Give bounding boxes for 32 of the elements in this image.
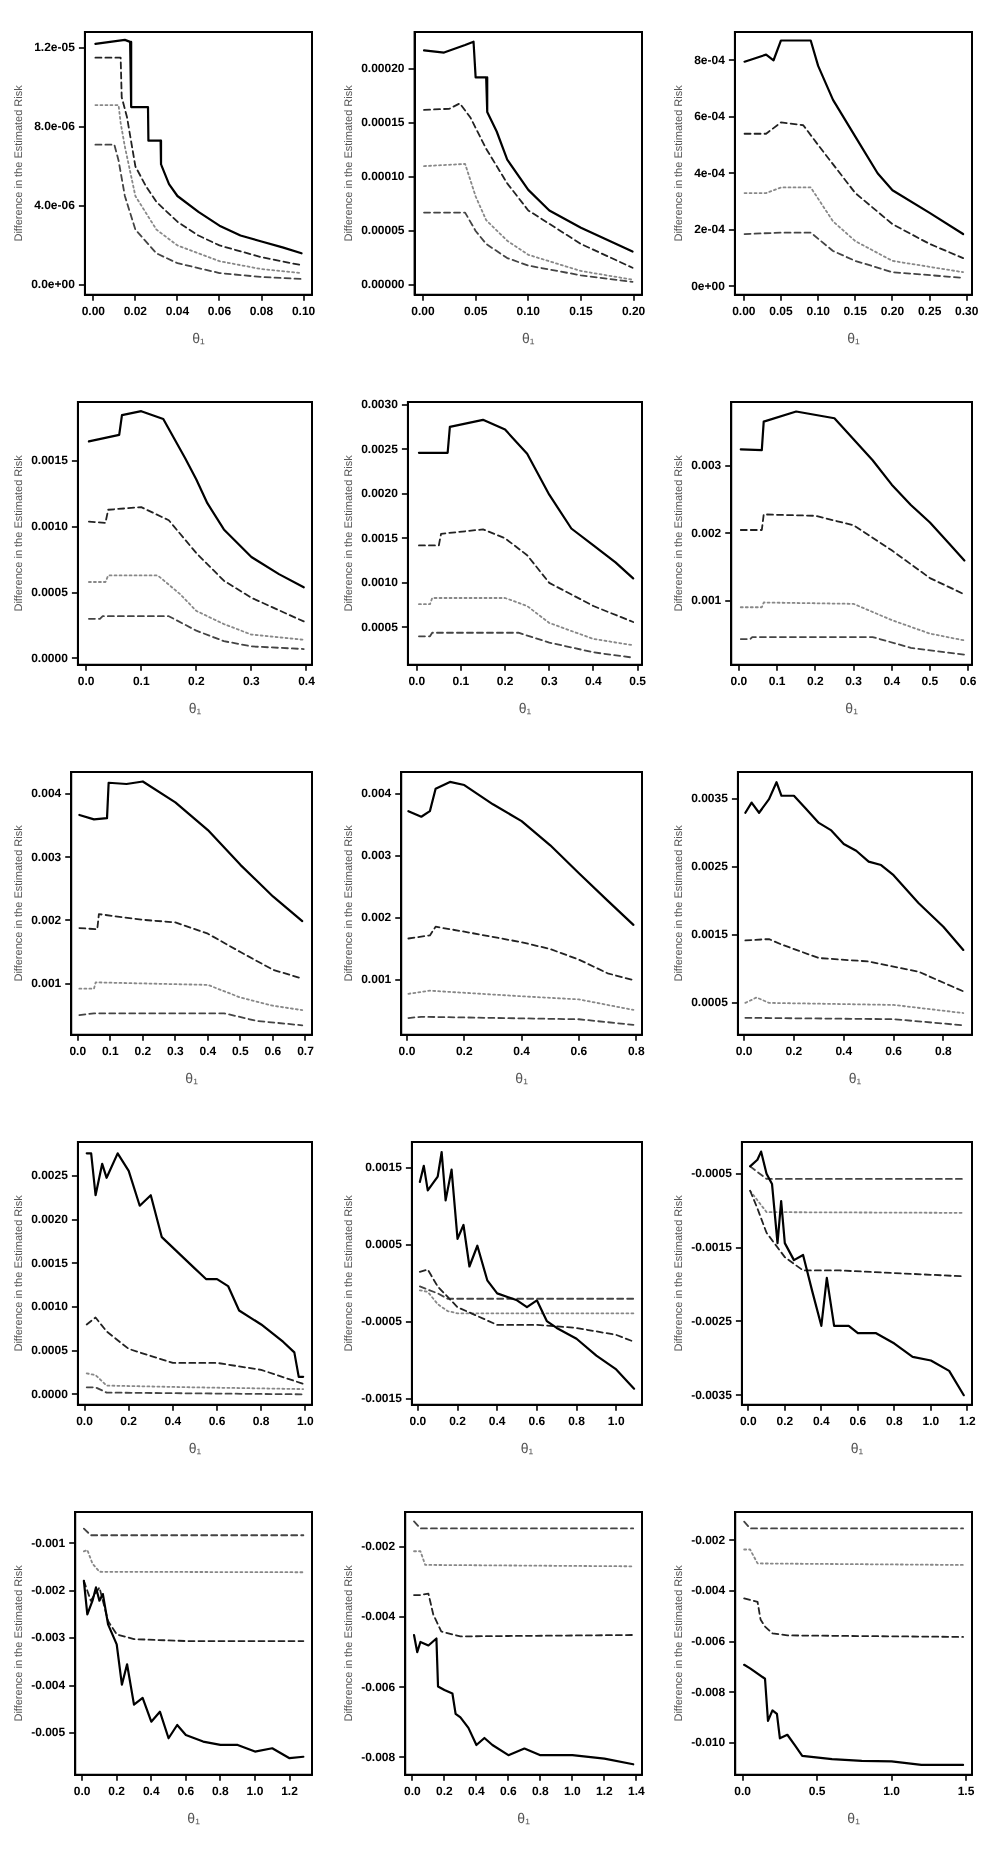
- line-series: [739, 636, 966, 656]
- line-series: [413, 1592, 635, 1638]
- line-series: [418, 528, 635, 623]
- line-series: [418, 631, 635, 659]
- line-series: [743, 1597, 964, 1638]
- line-series: [78, 981, 304, 1012]
- line-series: [407, 989, 635, 1011]
- line-series: [88, 615, 305, 650]
- line-series: [743, 186, 964, 274]
- line-series: [743, 121, 964, 259]
- line-series: [743, 231, 964, 279]
- line-series: [423, 102, 634, 269]
- line-series: [739, 513, 966, 596]
- line-series: [82, 1549, 305, 1574]
- line-series: [78, 913, 304, 980]
- line-series: [418, 1268, 635, 1343]
- line-series: [418, 597, 635, 647]
- line-series: [418, 1289, 635, 1315]
- line-series: [85, 1316, 305, 1385]
- line-series: [744, 938, 965, 993]
- line-series: [739, 601, 966, 642]
- line-series: [423, 163, 634, 281]
- line-series: [423, 211, 634, 283]
- line-series: [94, 143, 303, 280]
- line-series: [744, 996, 965, 1014]
- line-series: [88, 574, 305, 641]
- line-series: [407, 925, 635, 982]
- line-series: [749, 1189, 965, 1278]
- line-series: [82, 1579, 305, 1642]
- line-series: [94, 104, 303, 274]
- line-series: [88, 506, 305, 623]
- line-series: [85, 1372, 305, 1390]
